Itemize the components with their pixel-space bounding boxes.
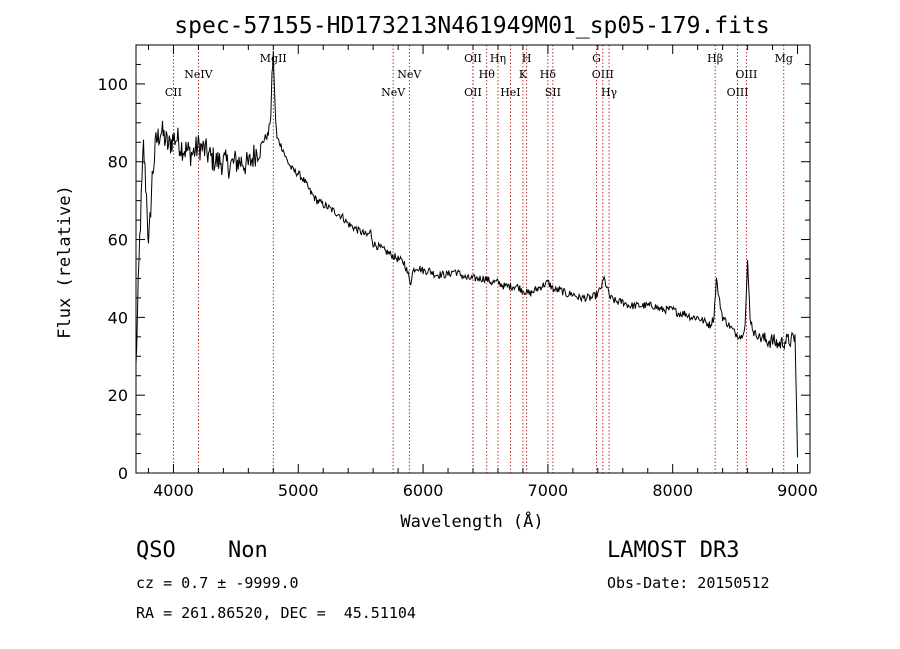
x-tick-label: 8000 [652,481,693,500]
obs-date-text: Obs-Date: 20150512 [607,574,770,592]
line-label: Hη [490,52,506,65]
line-label: OII [464,52,482,65]
x-axis-label: Wavelength (Å) [400,510,543,532]
line-label: H [522,52,532,65]
y-tick-label: 40 [108,308,128,327]
y-tick-label: 80 [108,153,128,172]
line-label: HeI [500,86,520,99]
series-group [135,50,798,458]
y-tick-label: 20 [108,386,128,405]
line-markers: CIINeIVMgIINeVNeVOIIOIIHθHηHeIKHHδSIIGOI… [165,45,793,473]
x-tick-label: 7000 [528,481,569,500]
x-tick-label: 6000 [403,481,444,500]
object-subclass: Non [228,538,268,563]
y-tick-label: 60 [108,231,128,250]
line-label: NeIV [184,68,213,81]
line-label: NeV [381,86,406,99]
line-label: Hθ [479,68,496,81]
x-tick-label: 9000 [777,481,818,500]
line-label: Hγ [601,86,618,99]
line-label: OIII [592,68,614,81]
line-label: G [592,52,601,65]
survey-label: LAMOST DR3 [607,538,740,563]
line-label: Hδ [540,68,557,81]
redshift-text: cz = 0.7 ± -9999.0 [136,574,299,592]
x-axis: 4000 5000 6000 7000 8000 9000 [147,45,818,500]
y-axis: 0 20 40 60 80 100 [97,44,810,483]
line-label: OIII [735,68,757,81]
coordinates-text: RA = 261.86520, DEC = 45.51104 [136,604,416,622]
y-tick-label: 0 [118,464,128,483]
line-label: CII [165,86,182,99]
line-label: NeV [397,68,422,81]
line-label: OII [464,86,482,99]
line-label: SII [545,86,561,99]
spectrum-line [135,50,798,458]
object-class: QSO [136,538,176,563]
line-label: Hβ [707,52,723,65]
y-axis-label: Flux (relative) [55,185,75,339]
y-tick-label: 100 [97,75,128,94]
line-label: OIII [727,86,749,99]
chart-title: spec-57155-HD173213N461949M01_sp05-179.f… [174,13,769,39]
x-tick-label: 4000 [153,481,194,500]
line-label: K [519,68,528,81]
x-tick-label: 5000 [278,481,319,500]
line-label: Mg [775,52,793,65]
